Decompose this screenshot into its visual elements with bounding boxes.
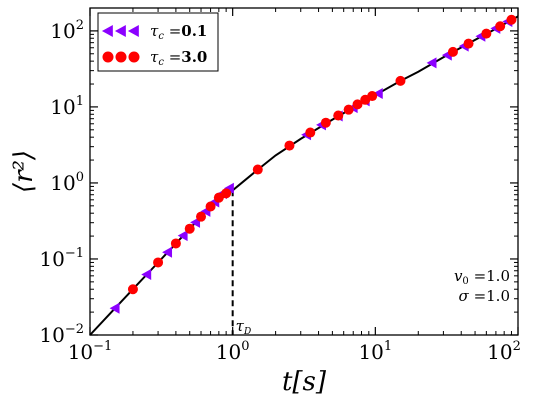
y-tick-label: 10−1	[39, 246, 84, 271]
y-tick-label: 101	[50, 94, 84, 119]
data-point	[481, 28, 492, 39]
series-2	[127, 14, 517, 295]
x-tick-label: 100	[216, 339, 250, 364]
data-point	[367, 91, 378, 102]
x-tick-label: 101	[358, 339, 392, 364]
legend-marker	[114, 24, 126, 38]
legend-entry-2: τc =3.0	[102, 48, 207, 68]
annotation-line-2: σ =1.0	[459, 287, 510, 305]
data-point	[426, 57, 437, 69]
data-point	[162, 246, 173, 258]
plot-frame	[89, 7, 519, 336]
data-point	[447, 46, 458, 57]
y-tick-label: 102	[50, 18, 84, 43]
data-point	[506, 14, 517, 25]
tau-marker-layer: τD	[231, 190, 252, 337]
data-point	[252, 164, 263, 175]
legend-marker	[102, 51, 114, 63]
legend: τc =0.1 τc =3.0	[97, 12, 219, 72]
data-point	[221, 188, 232, 199]
annotation-line-1: v0 =1.0	[454, 267, 510, 287]
data-point	[213, 192, 224, 203]
legend-marker	[128, 51, 140, 63]
legend-marker	[127, 24, 139, 38]
y-tick-label: 10−2	[39, 322, 84, 347]
legend-marker	[101, 24, 113, 38]
data-point	[177, 230, 188, 242]
parameter-annotation: v0 =1.0σ =1.0	[454, 267, 510, 305]
data-point	[153, 257, 164, 268]
x-tick-label: 10−1	[68, 339, 113, 364]
data-point	[320, 117, 331, 128]
data-point	[184, 223, 195, 234]
data-point	[333, 110, 344, 121]
y-axis-title: ⟨r²⟩	[9, 150, 39, 193]
data-point	[284, 140, 295, 151]
data-points-layer	[109, 14, 517, 314]
legend-entry-1: τc =0.1	[101, 22, 207, 42]
data-point	[223, 182, 234, 194]
legend-label: τc =3.0	[150, 48, 207, 68]
data-point	[141, 268, 152, 280]
x-axis-title: t[s]	[282, 367, 327, 397]
x-tick-label: 102	[487, 339, 521, 364]
data-point	[352, 99, 363, 110]
data-point	[127, 284, 138, 295]
legend-marker	[115, 51, 127, 63]
data-point	[170, 238, 181, 249]
legend-label: τc =0.1	[150, 22, 207, 42]
data-point	[463, 38, 474, 49]
data-point	[495, 21, 506, 32]
y-tick-label: 100	[50, 170, 84, 195]
data-point	[196, 211, 207, 222]
data-point	[109, 302, 120, 314]
data-point	[372, 88, 383, 100]
data-point	[305, 127, 316, 138]
data-point	[343, 104, 354, 115]
data-point	[205, 201, 216, 212]
data-point	[395, 75, 406, 86]
tau-d-label: τD	[236, 317, 252, 337]
